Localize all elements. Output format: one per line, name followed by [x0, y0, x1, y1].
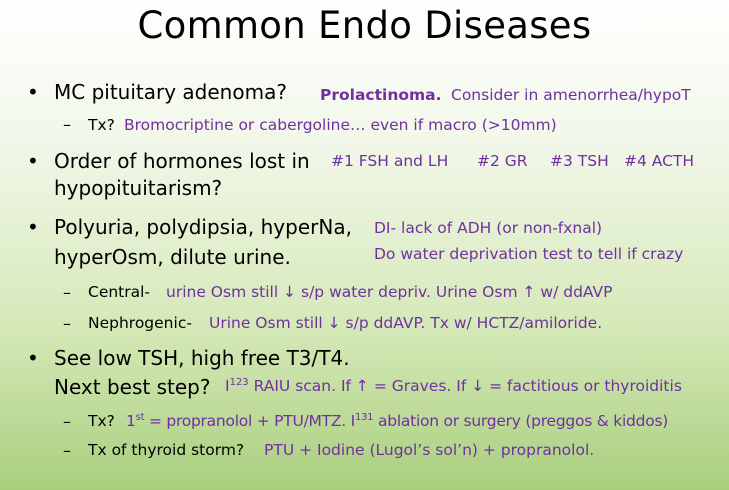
answer-nephrogenic: Urine Osm still ↓ s/p ddAVP. Tx w/ HCTZ/… — [209, 314, 603, 332]
bullet-point: • — [27, 149, 39, 173]
answer-iodine-isotope-number: 131 — [354, 411, 374, 423]
sub-bullet-dash: – — [63, 115, 71, 134]
answer-first-line: 1 — [126, 412, 136, 430]
question-polyuria-line2: hyperOsm, dilute urine. — [54, 245, 291, 269]
answer-gr: #2 GR — [477, 152, 528, 170]
sub-bullet-dash: – — [63, 441, 71, 460]
answer-fsh-lh: #1 FSH and LH — [331, 152, 449, 170]
answer-prolactinoma: Prolactinoma. — [320, 86, 442, 104]
sub-bullet-dash: – — [63, 283, 71, 302]
answer-central: urine Osm still ↓ s/p water depriv. Urin… — [166, 283, 613, 301]
answer-propranolol-text: = propranolol + PTU/MTZ. I — [148, 412, 355, 430]
answer-raiu-text: RAIU scan. If ↑ = Graves. If ↓ = factiti… — [253, 377, 682, 395]
sub-bullet-dash: – — [63, 412, 71, 431]
answer-tx-bromocriptine: Bromocriptine or cabergoline… even if ma… — [124, 116, 557, 134]
question-tx: Tx? — [88, 412, 115, 430]
question-order-hormones: Order of hormones lost in — [54, 149, 310, 173]
slide-title: Common Endo Diseases — [137, 4, 592, 47]
answer-first-line-suffix: st — [135, 411, 145, 423]
answer-tsh: #3 TSH — [550, 152, 609, 170]
question-thyroid-storm: Tx of thyroid storm? — [88, 441, 245, 459]
question-order-hormones-line2: hypopituitarism? — [54, 176, 223, 200]
answer-acth: #4 ACTH — [624, 152, 695, 170]
bullet-point: • — [27, 346, 39, 370]
question-nephrogenic: Nephrogenic- — [88, 314, 192, 332]
answer-ablation-text: ablation or surgery (preggos & kiddos) — [377, 412, 669, 430]
question-central: Central- — [88, 283, 151, 301]
answer-raiu-scan: I123 RAIU scan. If ↑ = Graves. If ↓ = fa… — [225, 377, 682, 395]
answer-raiu-isotope-number: 123 — [229, 376, 249, 388]
answer-tx-propranolol: 1st = propranolol + PTU/MTZ. I131 ablati… — [126, 412, 668, 430]
answer-prolactinoma-note: Consider in amenorrhea/hypoT — [451, 86, 691, 104]
bullet-point: • — [27, 215, 39, 239]
answer-thyroid-storm: PTU + Iodine (Lugol’s sol’n) + propranol… — [264, 441, 595, 459]
question-low-tsh: See low TSH, high free T3/T4. — [54, 346, 350, 370]
sub-bullet-dash: – — [63, 314, 71, 333]
answer-water-deprivation: Do water deprivation test to tell if cra… — [374, 245, 684, 263]
bullet-point: • — [27, 80, 39, 104]
answer-di: DI- lack of ADH (or non-fxnal) — [374, 219, 603, 237]
answer-raiu-isotope: I — [225, 377, 230, 395]
question-mc-pituitary-adenoma: MC pituitary adenoma? — [54, 80, 287, 104]
question-next-best-step: Next best step? — [54, 375, 211, 399]
question-polyuria: Polyuria, polydipsia, hyperNa, — [54, 215, 352, 239]
question-tx: Tx? — [88, 116, 115, 134]
